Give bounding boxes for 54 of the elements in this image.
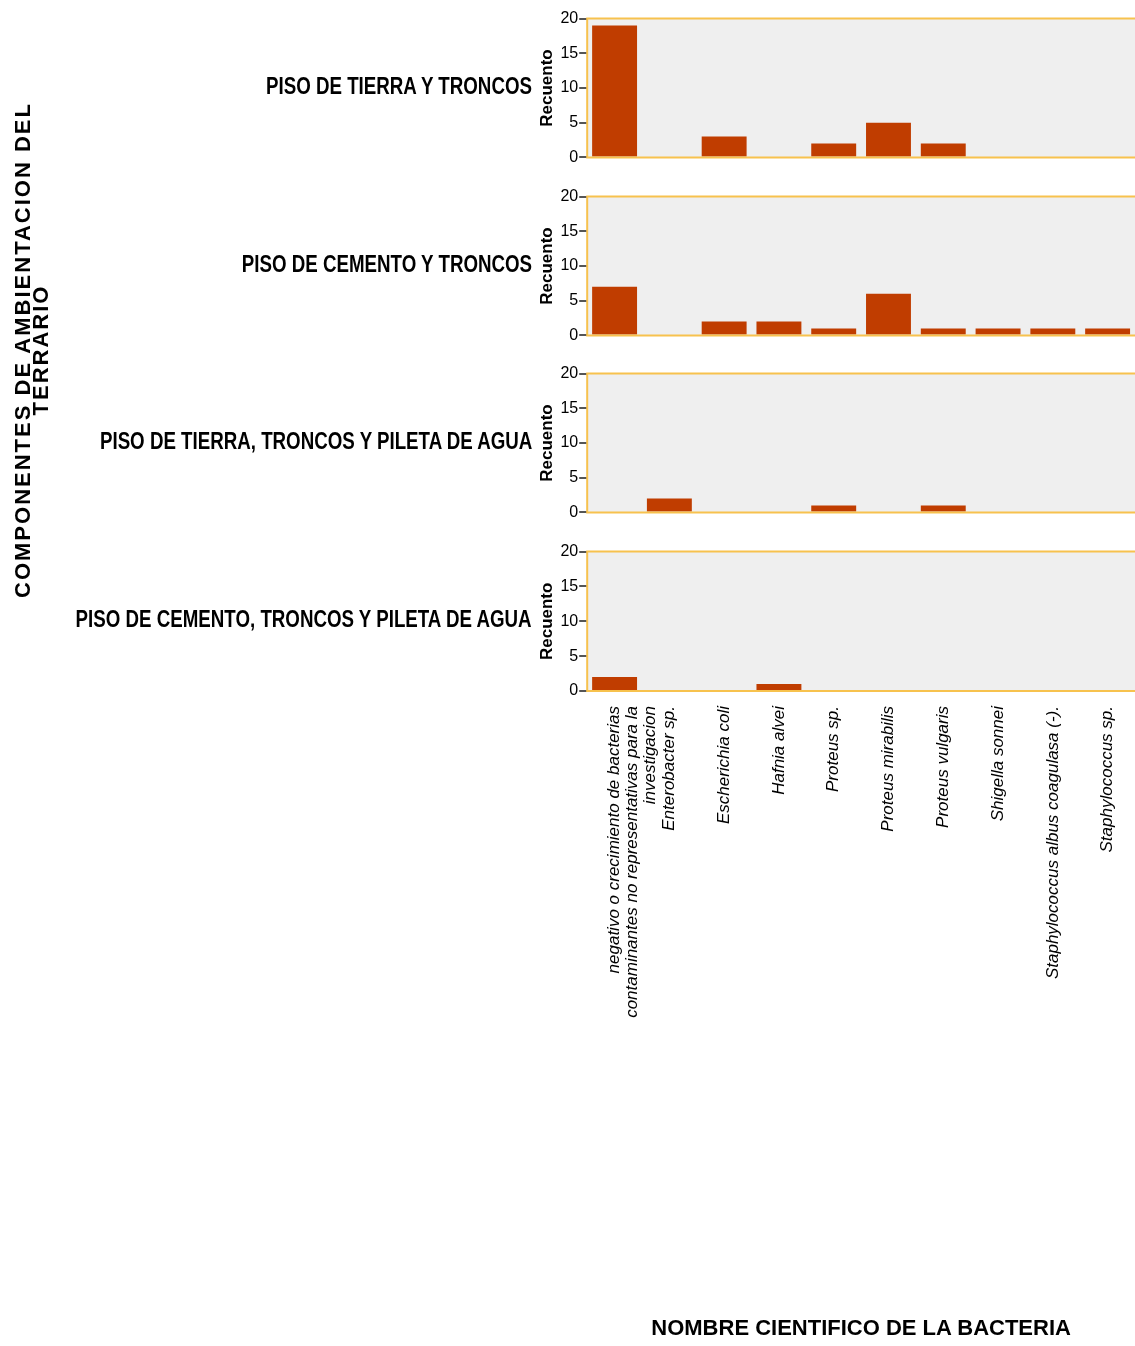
y-tick-label: 15 xyxy=(560,43,579,61)
text: PISO DE TIERRA, TRONCOS Y PILETA DE AGUA xyxy=(99,427,532,455)
x-tick-label: Staphylococcus albus coagulasa (-). xyxy=(1042,706,1062,980)
x-tick-label: Proteus mirabilis xyxy=(878,705,898,832)
y-axis-title: Recuento xyxy=(536,404,556,482)
text: PISO DE CEMENTO Y TRONCOS xyxy=(241,250,532,278)
y-tick-label: 20 xyxy=(560,9,579,27)
bar xyxy=(1085,328,1131,335)
y-axis-title: Recuento xyxy=(536,227,556,305)
bar xyxy=(920,328,966,335)
y-tick-label: 5 xyxy=(569,646,579,664)
bar xyxy=(592,25,638,157)
y-tick-label: 0 xyxy=(569,147,579,165)
y-axis-title: Recuento xyxy=(536,582,556,661)
text: PISO DE TIERRA Y TRONCOS xyxy=(266,72,532,100)
x-tick-label: Shigella sonnei xyxy=(987,704,1007,822)
x-tick-label: Staphylococcus sp. xyxy=(1097,706,1117,853)
bar xyxy=(866,293,911,335)
y-tick-label: 20 xyxy=(560,542,579,560)
y-tick-label: 0 xyxy=(569,502,579,520)
y-tick-label: 20 xyxy=(560,364,579,382)
y-tick-label: 5 xyxy=(569,113,579,131)
bar xyxy=(701,136,747,157)
y-tick-label: 0 xyxy=(569,325,579,343)
bar xyxy=(866,122,911,157)
bar xyxy=(1030,328,1076,335)
bar xyxy=(756,321,802,335)
x-tick-label: Proteus sp. xyxy=(823,706,843,792)
x-tick-label: Hafnia alvei xyxy=(768,704,788,795)
bar xyxy=(592,286,638,335)
bar xyxy=(811,328,857,335)
bar xyxy=(975,328,1021,335)
bar xyxy=(811,143,857,157)
x-tick-label: negativo o crecimiento de bacterias contaminantes no representativas para la investigacion xyxy=(604,705,660,1018)
text: COMPONENTES DE AMBIENTACION DEL TERRARIO xyxy=(10,101,53,600)
y-tick-label: 5 xyxy=(569,468,579,486)
y-tick-label: 5 xyxy=(569,291,579,309)
bar xyxy=(701,321,747,335)
text: PISO DE CEMENTO, TRONCOS Y PILETA DE AGUA xyxy=(76,605,532,633)
x-tick-label: Proteus vulgaris xyxy=(933,705,952,828)
y-tick-label: 15 xyxy=(560,221,579,239)
y-tick-label: 0 xyxy=(569,681,579,699)
x-tick-label: Escherichia coli xyxy=(713,704,733,825)
y-tick-label: 10 xyxy=(560,256,579,274)
x-axis-title: NOMBRE CIENTIFICO DE LA BACTERIA xyxy=(651,1314,1072,1340)
y-tick-label: 15 xyxy=(560,576,579,594)
y-tick-label: 15 xyxy=(560,398,579,416)
bar xyxy=(920,143,966,157)
y-tick-label: 20 xyxy=(560,187,579,205)
y-tick-label: 10 xyxy=(560,611,579,629)
y-tick-label: 10 xyxy=(560,433,579,451)
x-tick-label: Enterobacter sp. xyxy=(659,706,679,831)
y-axis-title: Recuento xyxy=(536,49,556,127)
y-tick-label: 10 xyxy=(560,78,579,96)
